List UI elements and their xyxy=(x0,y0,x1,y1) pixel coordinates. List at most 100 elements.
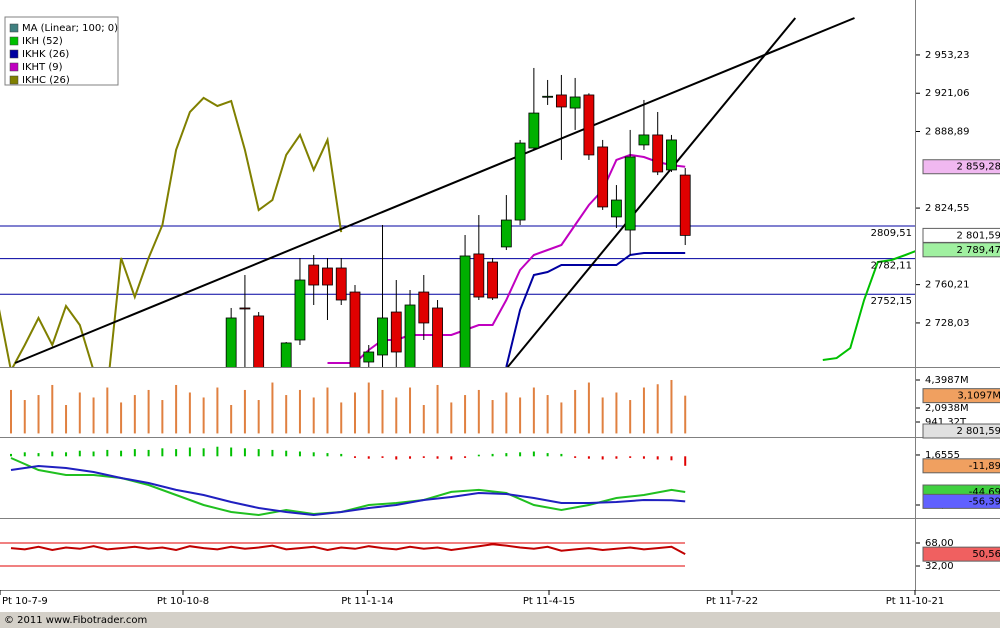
volume-bar xyxy=(133,395,136,434)
volume-bar xyxy=(409,387,412,434)
line-series xyxy=(10,543,686,555)
x-tick-label: Pt 10-7-9 xyxy=(2,596,48,607)
candle-body xyxy=(555,94,567,108)
histogram-bar xyxy=(23,452,26,457)
histogram-bar xyxy=(464,456,467,458)
volume-bar xyxy=(23,400,26,434)
y-tick-label: 68,00 xyxy=(925,538,954,549)
histogram-bar xyxy=(670,456,673,461)
histogram-bar xyxy=(340,453,343,457)
line-series xyxy=(822,250,915,361)
volume-bar xyxy=(326,387,329,434)
legend-label: IKHT (9) xyxy=(22,62,63,73)
candle-body xyxy=(597,146,609,208)
volume-bar xyxy=(464,395,467,434)
histogram-bar xyxy=(10,453,13,457)
x-tick-label: Pt 11-7-22 xyxy=(706,596,758,607)
volume-bar xyxy=(629,400,632,434)
y-tick-label: 2,0938M xyxy=(925,403,969,414)
histogram-bar xyxy=(395,456,398,460)
legend-swatch xyxy=(9,62,19,72)
histogram-bar xyxy=(560,453,563,457)
histogram-bar xyxy=(519,452,522,457)
volume-bar xyxy=(312,397,315,434)
histogram-bar xyxy=(601,456,604,460)
volume-bar xyxy=(601,397,604,434)
x-tick-label: Pt 11-1-14 xyxy=(341,596,393,607)
volume-bar xyxy=(216,387,219,434)
panel xyxy=(0,542,686,567)
volume-bar xyxy=(243,389,246,434)
legend-label: IKHK (26) xyxy=(22,49,69,60)
line-series xyxy=(10,464,686,517)
legend-swatch xyxy=(9,23,19,33)
candle-body xyxy=(225,317,237,367)
volume-bar xyxy=(422,405,425,434)
volume-bar xyxy=(10,389,13,434)
histogram-bar xyxy=(175,449,178,457)
histogram-bar xyxy=(367,456,370,459)
volume-bar xyxy=(161,400,164,434)
volume-bar xyxy=(271,382,274,434)
candle-body xyxy=(542,95,554,98)
legend-box xyxy=(4,16,119,86)
price-marker xyxy=(922,242,1000,258)
volume-bar xyxy=(505,392,508,434)
candle-body xyxy=(459,255,471,367)
histogram-bar xyxy=(298,451,301,457)
candle-body xyxy=(638,134,650,146)
histogram-bar xyxy=(436,456,439,459)
histogram-bar xyxy=(477,454,480,457)
legend-swatch xyxy=(9,75,19,85)
volume-bar xyxy=(642,387,645,434)
histogram-bar xyxy=(230,447,233,457)
volume-bar xyxy=(656,384,659,434)
price-marker-label: -44,69 xyxy=(969,487,1000,498)
y-tick-label: 941,32T xyxy=(925,417,967,428)
candle-body xyxy=(377,317,388,356)
histogram-bar xyxy=(216,446,219,457)
histogram-bar xyxy=(656,456,659,460)
histogram-bar xyxy=(532,451,535,457)
line-series xyxy=(505,252,686,367)
histogram-bar xyxy=(587,456,590,459)
price-marker xyxy=(922,458,1000,474)
histogram-bar xyxy=(574,456,577,458)
candle-body xyxy=(679,174,691,236)
legend-label: IKHC (26) xyxy=(22,75,70,86)
histogram-bar xyxy=(684,456,687,466)
volume-bar xyxy=(51,384,54,434)
volume-bar xyxy=(395,397,398,434)
y-tick-label: 4,3987M xyxy=(925,375,969,386)
volume-bar xyxy=(106,387,109,434)
volume-bar xyxy=(491,400,494,434)
volume-bar xyxy=(65,405,68,434)
legend-swatch xyxy=(9,36,19,46)
histogram-bar xyxy=(409,456,412,459)
price-marker xyxy=(922,388,1000,404)
histogram-bar xyxy=(422,456,425,458)
y-tick-label: 2 888,89 xyxy=(925,127,970,138)
volume-bar xyxy=(78,392,81,434)
volume-bar xyxy=(615,392,618,434)
histogram-bar xyxy=(202,448,205,457)
candle-body xyxy=(652,134,664,173)
histogram-bar xyxy=(326,453,329,457)
histogram-bar xyxy=(450,456,453,460)
histogram-bar xyxy=(257,449,260,457)
footer-bar xyxy=(0,612,1000,628)
histogram-bar xyxy=(381,456,384,458)
level-label: 2782,11 xyxy=(871,261,912,272)
histogram-bar xyxy=(491,453,494,457)
candle-body xyxy=(363,351,375,363)
histogram-bar xyxy=(312,452,315,457)
x-tick-label: Pt 10-10-8 xyxy=(157,596,209,607)
histogram-bar xyxy=(188,447,191,457)
y-tick-label: 2 824,55 xyxy=(925,203,970,214)
volume-bar xyxy=(147,389,150,434)
price-marker-label: 50,56 xyxy=(972,549,1000,560)
price-marker-label: 3,1097M xyxy=(957,391,1000,402)
candle-body xyxy=(349,291,361,367)
candle-body xyxy=(390,311,402,353)
